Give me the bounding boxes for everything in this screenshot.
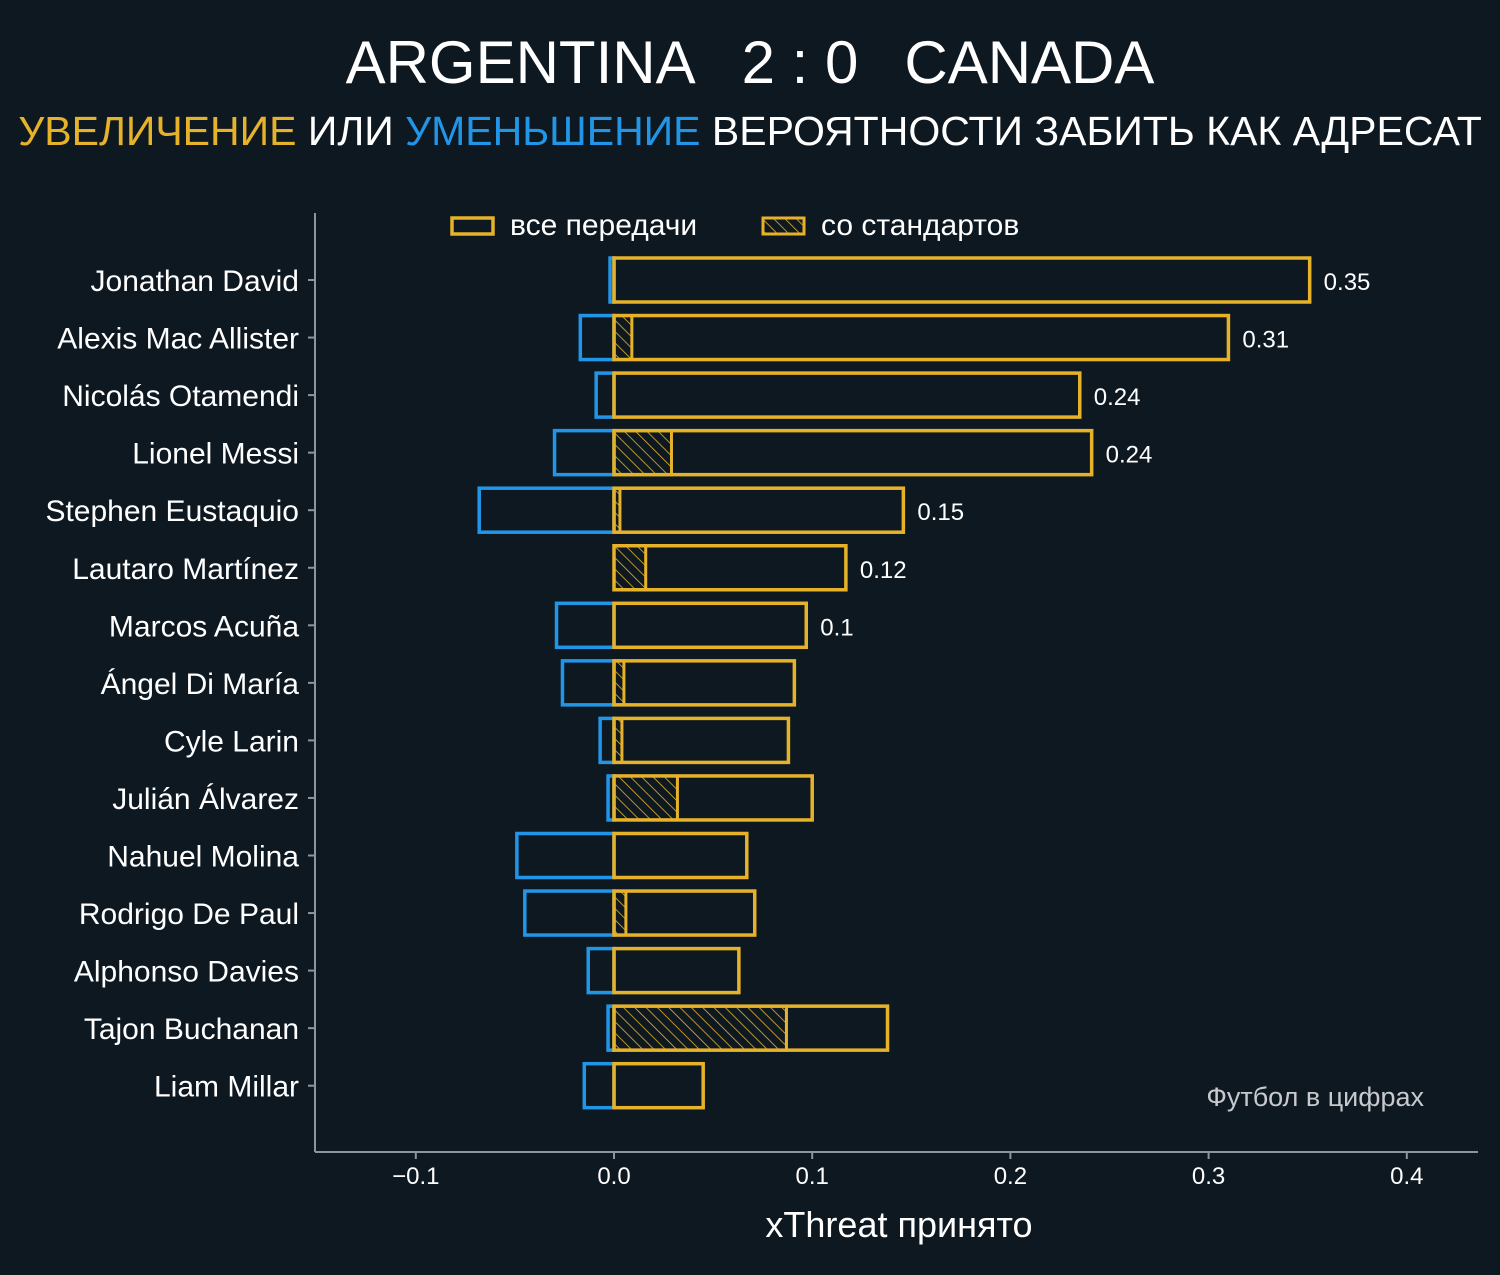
value-label: 0.1 [820, 614, 853, 641]
value-label: 0.35 [1324, 269, 1371, 296]
x-tick-label: 0.3 [1192, 1163, 1225, 1190]
player-row: Rodrigo De Paul [79, 889, 757, 937]
legend-label-set-pieces: со стандартов [821, 209, 1019, 242]
negative-bar [586, 946, 616, 995]
positive-bar [612, 946, 741, 995]
player-row: Alexis Mac Allister 0.31 [57, 313, 1289, 362]
player-name-label: Rodrigo De Paul [79, 898, 299, 931]
x-tick-label: 0.2 [994, 1163, 1027, 1190]
player-name-label: Ángel Di María [101, 668, 300, 701]
positive-bar [612, 313, 1231, 362]
positive-bar [612, 774, 814, 822]
team-away: CANADA [904, 29, 1155, 96]
player-name-label: Cyle Larin [164, 725, 299, 758]
legend: все передачи со стандартов [450, 209, 1019, 242]
player-row: Alphonso Davies [74, 946, 741, 995]
player-row: Tajon Buchanan [84, 1004, 890, 1052]
player-row: Marcos Acuña 0.1 [109, 601, 854, 650]
positive-bar [612, 716, 791, 765]
player-row: Lautaro Martínez 0.12 [72, 544, 907, 592]
positive-bar [612, 486, 906, 534]
value-label: 0.15 [917, 499, 964, 526]
set-piece-bar [612, 429, 673, 477]
player-row: Cyle Larin [164, 716, 791, 765]
negative-bar [594, 371, 616, 419]
player-name-label: Liam Millar [154, 1071, 299, 1104]
set-piece-bar [612, 889, 628, 937]
value-label: 0.24 [1094, 384, 1141, 411]
positive-bar [612, 659, 797, 707]
set-piece-bar [612, 544, 648, 592]
watermark: Футбол в цифрах [1206, 1082, 1424, 1112]
value-label: 0.12 [860, 557, 907, 584]
subtitle-increase: УВЕЛИЧЕНИЕ [18, 108, 297, 154]
player-row: Nahuel Molina [107, 831, 749, 880]
score: 2 : 0 [741, 29, 859, 96]
player-name-label: Nahuel Molina [107, 841, 299, 874]
player-name-label: Tajon Buchanan [84, 1013, 299, 1046]
positive-bar [612, 601, 809, 650]
subtitle-rest: ВЕРОЯТНОСТИ ЗАБИТЬ КАК АДРЕСАТ [711, 108, 1482, 154]
subtitle-decrease: УМЕНЬШЕНИЕ [405, 108, 701, 154]
plot-area: Jonathan David 0.35 Alexis Mac Allister 0.3… [45, 256, 1371, 1110]
team-home: ARGENTINA [345, 29, 696, 96]
x-tick-label: 0.1 [796, 1163, 829, 1190]
x-tick-label: 0.0 [597, 1163, 630, 1190]
player-name-label: Marcos Acuña [109, 610, 299, 643]
legend-swatch-all-passes [450, 216, 495, 236]
negative-bar [578, 313, 616, 362]
chart-title: ARGENTINA 2 : 0 CANADA [0, 28, 1500, 97]
subtitle-or: ИЛИ [307, 108, 394, 154]
value-label: 0.24 [1106, 442, 1153, 469]
player-name-label: Lautaro Martínez [72, 553, 299, 586]
player-name-label: Julián Álvarez [112, 783, 299, 816]
positive-bar [612, 256, 1312, 304]
legend-swatch-set-pieces [761, 216, 806, 236]
player-name-label: Jonathan David [91, 265, 299, 298]
negative-bar [560, 659, 616, 707]
negative-bar [554, 601, 616, 650]
negative-bar [477, 486, 616, 534]
legend-label-all-passes: все передачи [510, 209, 697, 242]
negative-bar [523, 889, 616, 937]
negative-bar [598, 716, 616, 765]
value-label: 0.31 [1242, 327, 1289, 354]
x-axis-label: xThreat принято [765, 1204, 1032, 1245]
player-row: Lionel Messi 0.24 [132, 428, 1153, 477]
negative-bar [552, 428, 616, 477]
positive-bar [612, 428, 1094, 477]
chart-subtitle: УВЕЛИЧЕНИЕ ИЛИ УМЕНЬШЕНИЕ ВЕРОЯТНОСТИ ЗА… [0, 108, 1500, 155]
player-name-label: Alexis Mac Allister [57, 323, 299, 356]
player-row: Stephen Eustaquio 0.15 [45, 486, 964, 534]
player-row: Nicolás Otamendi 0.24 [62, 371, 1141, 419]
player-name-label: Alphonso Davies [74, 956, 299, 989]
x-tick-label: 0.4 [1390, 1163, 1423, 1190]
player-name-label: Nicolás Otamendi [62, 380, 299, 413]
negative-bar [582, 1061, 616, 1110]
player-row: Ángel Di María [101, 659, 797, 707]
axes: −0.1 0.0 0.1 0.2 0.3 0.4 xThreat принято [314, 213, 1478, 1245]
player-name-label: Lionel Messi [132, 438, 299, 471]
positive-bar [612, 371, 1082, 419]
player-row: Liam Millar [154, 1061, 705, 1110]
positive-bar [612, 1061, 705, 1110]
set-piece-bar [612, 774, 679, 822]
set-piece-bar [612, 1004, 788, 1052]
player-name-label: Stephen Eustaquio [45, 495, 299, 528]
positive-bar [612, 889, 757, 937]
player-row: Jonathan David 0.35 [91, 256, 1371, 304]
positive-bar [612, 1004, 890, 1052]
x-tick-label: −0.1 [392, 1163, 439, 1190]
positive-bar [612, 831, 749, 880]
negative-bar [515, 831, 616, 880]
set-piece-bar [612, 314, 634, 362]
positive-bar [612, 544, 848, 592]
player-row: Julián Álvarez [112, 774, 814, 822]
